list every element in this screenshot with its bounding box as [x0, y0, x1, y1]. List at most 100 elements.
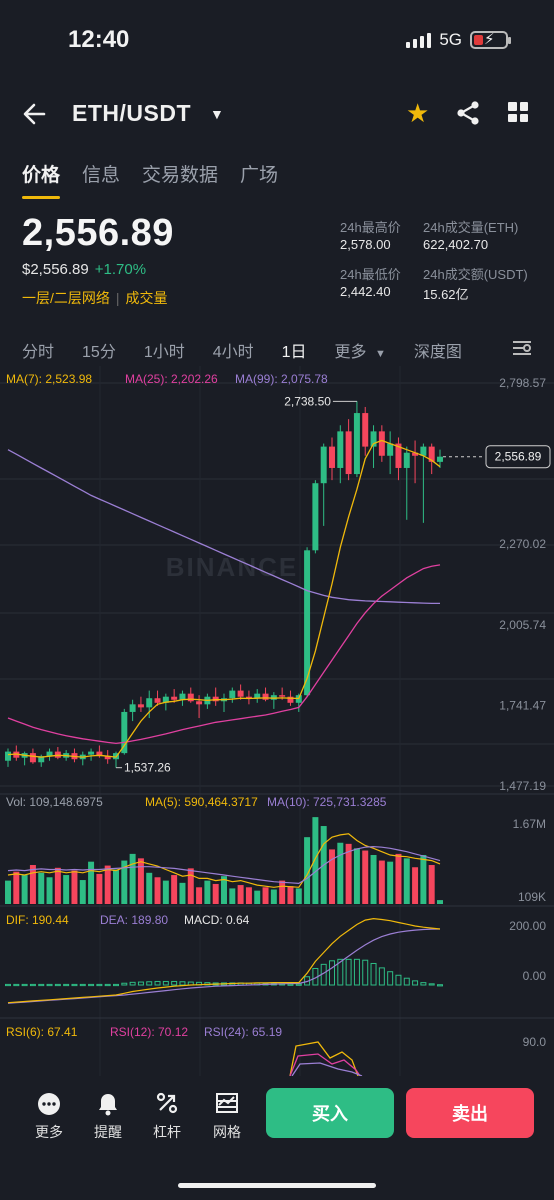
tool-grid[interactable]: 网格 [205, 1092, 249, 1142]
macd-histogram-bar [96, 983, 103, 987]
back-arrow-icon[interactable] [22, 96, 48, 141]
volume-bar [262, 887, 269, 904]
ma99-line [7, 449, 440, 605]
macd-histogram-bar [29, 983, 36, 987]
volume-bar [387, 861, 394, 904]
tab-price[interactable]: 价格 [22, 160, 61, 199]
volume-bar [237, 885, 244, 904]
rsi6-label: RSI(6): 67.41 [6, 1025, 78, 1039]
share-icon[interactable] [456, 100, 480, 131]
volume-bar [229, 888, 236, 904]
star-icon[interactable]: ★ [406, 98, 430, 128]
macd-histogram-bar [437, 984, 443, 987]
volume-tag[interactable]: 成交量 [125, 290, 168, 306]
volume-bar [187, 868, 194, 904]
macd-histogram-bar [403, 977, 410, 986]
price-change: +1.70% [94, 261, 147, 278]
candle-body [254, 693, 261, 699]
volume-bar [137, 858, 144, 904]
chart-settings-icon[interactable] [512, 339, 532, 362]
macd-histogram-bar [378, 967, 385, 986]
macd-tick-label: 0.00 [523, 969, 547, 983]
candle-body [420, 446, 427, 456]
volume-bar [362, 850, 369, 904]
tf-line[interactable]: 分时 [22, 344, 55, 361]
candle-body [154, 698, 161, 703]
volume-bar [104, 865, 111, 904]
last-price-label: 2,556.89 [495, 450, 542, 464]
tab-info[interactable]: 信息 [82, 165, 121, 186]
macd-histogram-bar [54, 983, 61, 987]
dif-label: DIF: 190.44 [6, 913, 69, 927]
macd-histogram-bar [71, 983, 78, 987]
tf-1h[interactable]: 1小时 [143, 344, 185, 361]
candle-body [329, 446, 335, 468]
volume-bar [254, 890, 261, 904]
candle-body [29, 753, 36, 763]
macd-histogram-bar [329, 960, 335, 986]
candle-body [320, 446, 327, 484]
tool-alert[interactable]: 提醒 [86, 1092, 130, 1142]
macd-label: MACD: 0.64 [184, 913, 250, 927]
macd-histogram-bar [38, 983, 45, 987]
vol-usdt-value: 15.62亿 [423, 287, 469, 302]
volume-bar [129, 853, 136, 904]
candle-body [312, 483, 319, 551]
low-label: 24h最低价 [340, 267, 401, 282]
macd-histogram-bar [353, 958, 360, 986]
tag-row: 一层/二层网络 | 成交量 [22, 290, 168, 306]
macd-histogram-bar [46, 983, 53, 987]
grid-icon[interactable] [508, 102, 528, 122]
caret-down-icon: ▼ [375, 348, 386, 360]
macd-histogram-bar [113, 983, 119, 987]
volume-bar [162, 880, 169, 904]
volume-bar [403, 858, 410, 904]
kline-chart[interactable]: BINANCE2,798.572,270.022,005.741,741.471… [0, 366, 554, 1076]
volume-bar [212, 883, 219, 904]
tab-trading-data[interactable]: 交易数据 [142, 165, 219, 186]
tf-1d[interactable]: 1日 [281, 344, 307, 361]
home-indicator[interactable] [178, 1183, 376, 1188]
volume-bar [312, 817, 319, 904]
ma25-line [7, 564, 441, 745]
candle-body [88, 751, 95, 755]
pair-title[interactable]: ETH/USDT [72, 100, 191, 126]
macd-histogram-bar [5, 983, 11, 987]
grid-trade-icon [205, 1092, 249, 1118]
ma7-label: MA(7): 2,523.98 [6, 372, 92, 386]
volume-bar [196, 887, 203, 904]
sell-button[interactable]: 卖出 [406, 1088, 534, 1138]
tf-more[interactable]: 更多 ▼ [334, 344, 386, 361]
macd-histogram-bar [104, 983, 111, 987]
volume-bar [420, 854, 427, 904]
low-marker-label: 1,537.26 [124, 761, 171, 775]
candle-body [245, 696, 252, 699]
candle-body [38, 756, 45, 763]
tool-margin[interactable]: 杠杆 [145, 1092, 189, 1142]
layer-tag[interactable]: 一层/二层网络 [22, 290, 110, 306]
tf-depth[interactable]: 深度图 [413, 344, 462, 361]
tf-4h[interactable]: 4小时 [212, 344, 254, 361]
macd-tick-label: 200.00 [509, 919, 546, 933]
candle-body [46, 751, 53, 757]
caret-down-icon[interactable]: ▼ [210, 106, 224, 122]
macd-histogram-bar [171, 980, 178, 986]
tool-grid-label: 网格 [213, 1124, 241, 1140]
candle-body [171, 696, 178, 700]
candle-body [262, 693, 269, 700]
candle-body [104, 756, 111, 760]
volume-bar [171, 875, 178, 904]
macd-histogram-bar [345, 958, 352, 986]
tool-more[interactable]: 更多 [27, 1092, 71, 1142]
ma99-label: MA(99): 2,075.78 [235, 372, 328, 386]
dif-line [7, 917, 441, 1004]
tf-15m[interactable]: 15分 [82, 344, 116, 361]
macd-histogram-bar [63, 983, 70, 987]
buy-button[interactable]: 买入 [266, 1088, 394, 1138]
volume-bar [79, 880, 86, 904]
volume-bar [378, 860, 385, 904]
tab-square[interactable]: 广场 [240, 165, 279, 186]
candle-body [196, 701, 203, 705]
macd-histogram-bar [79, 983, 86, 987]
candle-body [387, 443, 394, 456]
